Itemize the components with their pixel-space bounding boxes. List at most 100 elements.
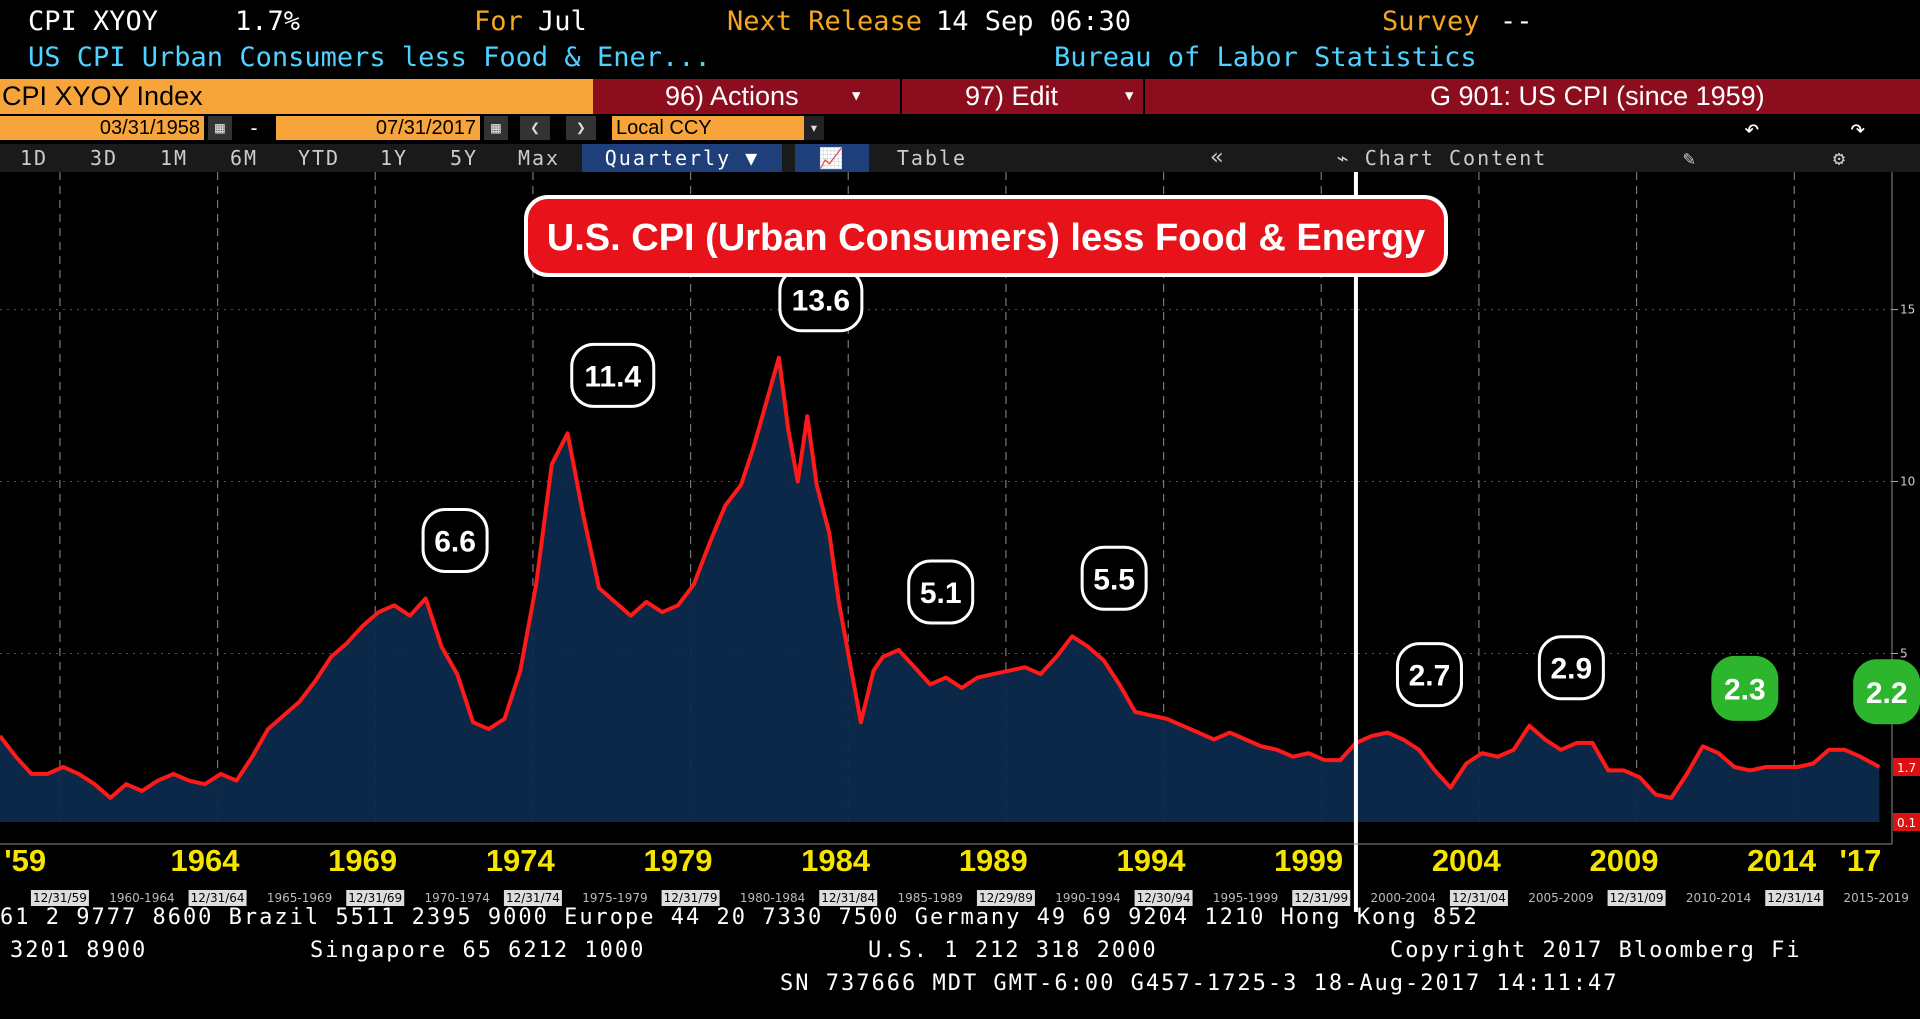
min-value-label: 0.1 [1897, 816, 1916, 830]
y-tick-label: 10 [1900, 475, 1915, 489]
edit-dropdown-icon[interactable]: ▼ [1125, 88, 1134, 104]
date-dash: - [248, 116, 261, 140]
x-range-label: 1990-1994 [1055, 891, 1120, 905]
x-range-label: 1980-1984 [740, 891, 805, 905]
x-divider-box [1607, 890, 1666, 906]
actions-menu[interactable]: 96) Actions [665, 79, 799, 114]
chart-content-icon: ⌁ [1336, 146, 1365, 170]
x-year-label: 1974 [486, 843, 556, 878]
edit-menu[interactable]: 97) Edit [965, 79, 1058, 114]
x-divider-label: 12/31/14 [1767, 891, 1821, 905]
tab-1y[interactable]: 1Y [379, 146, 409, 170]
footer-session: SN 737666 MDT GMT-6:00 G457-1725-3 18-Au… [780, 971, 1619, 996]
x-year-label: 2014 [1747, 843, 1817, 878]
x-range-label: 1985-1989 [898, 891, 963, 905]
min-value-box [1893, 813, 1920, 831]
tab-1d[interactable]: 1D [19, 146, 49, 170]
redo-icon[interactable]: ↷ [1850, 114, 1866, 144]
x-divider-box [1292, 890, 1351, 906]
annotation-label: 5.1 [920, 577, 962, 610]
x-divider-box [30, 890, 89, 906]
footer-contacts: 61 2 9777 8600 Brazil 5511 2395 9000 Eur… [0, 905, 1479, 930]
gridlines [0, 172, 1892, 822]
actions-dropdown-icon[interactable]: ▼ [852, 88, 861, 104]
last-value-box [1893, 757, 1920, 776]
x-year-label: 1994 [1116, 843, 1186, 878]
next-release-label: Next Release [727, 6, 923, 37]
current-value: 1.7% [235, 6, 301, 37]
actions-label: 96) Actions [665, 81, 799, 111]
x-range-label: 1995-1999 [1213, 891, 1278, 905]
index-field[interactable]: CPI XYOY Index [0, 79, 593, 114]
x-year-label: 1969 [328, 843, 397, 878]
annotation-label: 6.6 [434, 525, 476, 558]
annotation-label: 11.4 [584, 360, 641, 393]
y-axis: 5 10 15 1.7 0.1 [1891, 172, 1920, 844]
y-tick-label: 5 [1900, 646, 1908, 660]
x-year-label: 2009 [1589, 843, 1658, 878]
tab-5y[interactable]: 5Y [449, 146, 479, 170]
x-year-label: 1999 [1274, 843, 1343, 878]
tab-1m[interactable]: 1M [159, 146, 189, 170]
chevron-left-icon[interactable]: ❮ [520, 116, 550, 140]
calendar-icon[interactable]: ▦ [208, 116, 232, 140]
period-tabs: 1D 3D 1M 6M YTD 1Y 5Y Max Quarterly ▼ 📈 … [0, 144, 1920, 172]
chevron-right-icon[interactable]: ❯ [566, 116, 596, 140]
series-area [0, 357, 1880, 822]
footer-contact-sg: Singapore 65 6212 1000 [310, 938, 646, 963]
gear-icon[interactable]: ⚙ [1832, 146, 1848, 170]
footer-contact-hk: 3201 8900 [10, 938, 148, 963]
frequency-select[interactable]: Quarterly ▼ [582, 144, 782, 172]
table-tab[interactable]: Table [896, 146, 968, 170]
start-date-input[interactable]: 03/31/1958 [0, 116, 204, 140]
annotation-label: 13.6 [792, 285, 850, 318]
cpi-chart: 5 10 15 1.7 0.1 6.6 11.4 13.6 5.1 5.5 2.7 2.9 2.3 2.… [0, 172, 1920, 912]
line-chart-icon[interactable]: 📈 [795, 144, 869, 172]
collapse-icon[interactable]: « [1210, 145, 1226, 170]
x-range-label: 1970-1974 [425, 891, 490, 905]
x-divider-label: 12/31/74 [506, 891, 560, 905]
x-range-label: 2015-2019 [1844, 891, 1909, 905]
ticker: CPI XYOY [28, 6, 159, 37]
title-layer: U.S. CPI (Urban Consumers) less Food & E… [524, 195, 1448, 277]
annotations: 6.6 11.4 13.6 5.1 5.5 2.7 2.9 2.3 2.2 [421, 267, 1920, 725]
x-divider-box [661, 890, 720, 906]
date-row: 03/31/1958 ▦ - 07/31/2017 ▦ ❮ ❯ Local CC… [0, 114, 1920, 144]
x-divider-box [346, 890, 405, 906]
x-divider-label: 12/31/59 [33, 891, 87, 905]
series-line [0, 355, 1881, 800]
calendar-icon[interactable]: ▦ [484, 116, 508, 140]
annotate-icon[interactable]: ✎ [1682, 146, 1698, 170]
for-value: Jul [538, 6, 587, 37]
toolbar-divider [1143, 79, 1145, 114]
chart-content-button[interactable]: ⌁ Chart Content [1272, 144, 1612, 172]
x-divider-label: 12/30/94 [1137, 891, 1191, 905]
annotation-label: 2.7 [1409, 660, 1451, 693]
tab-3d[interactable]: 3D [89, 146, 119, 170]
annotation-badge [1395, 642, 1463, 708]
survey-value: -- [1500, 6, 1533, 37]
y-tick-label: 15 [1900, 303, 1915, 317]
x-year-label: 2004 [1432, 843, 1502, 878]
undo-icon[interactable]: ↶ [1744, 114, 1760, 144]
chart-content-label: Chart Content [1364, 146, 1548, 170]
x-divider-box [188, 890, 247, 906]
x-divider-box [819, 890, 878, 906]
end-date-input[interactable]: 07/31/2017 [276, 116, 480, 140]
tab-6m[interactable]: 6M [229, 146, 259, 170]
footer-copyright: Copyright 2017 Bloomberg Fi [1390, 938, 1802, 963]
x-range-label: 1960-1964 [109, 891, 174, 905]
toolbar-divider [900, 79, 902, 114]
x-divider-label: 12/31/64 [191, 891, 245, 905]
x-divider-label: 12/31/79 [664, 891, 718, 905]
tab-max[interactable]: Max [517, 146, 561, 170]
chevron-down-icon[interactable]: ▾ [804, 116, 824, 140]
annotation-label: 2.9 [1551, 653, 1593, 686]
currency-select[interactable]: Local CCY [612, 116, 804, 140]
last-value-label: 1.7 [1897, 761, 1916, 775]
tab-ytd[interactable]: YTD [297, 146, 341, 170]
annotation-label: 2.2 [1866, 677, 1908, 710]
x-divider-box [1134, 890, 1193, 906]
x-divider-box [503, 890, 562, 906]
x-divider-box [1449, 890, 1508, 906]
